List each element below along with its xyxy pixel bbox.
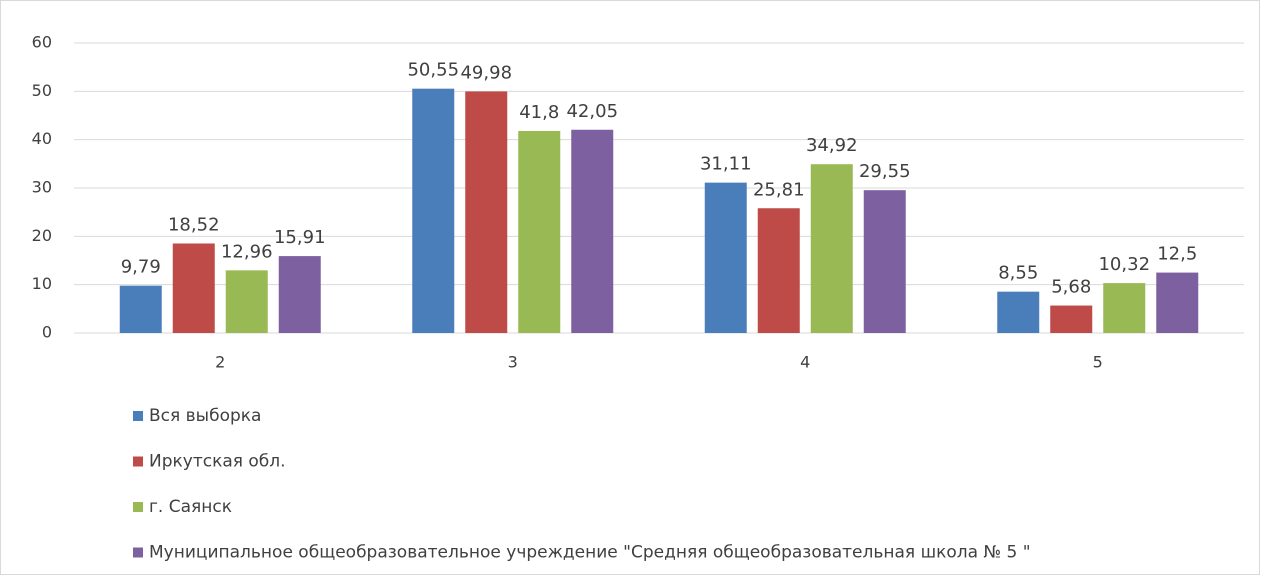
bar — [1103, 283, 1146, 333]
y-tick-label: 60 — [32, 33, 52, 52]
data-label: 41,8 — [519, 102, 559, 123]
x-tick-label: 5 — [1093, 353, 1103, 372]
data-label: 8,55 — [998, 263, 1038, 284]
bar — [704, 182, 747, 333]
x-tick-label: 4 — [800, 353, 810, 372]
legend-label: Иркутская обл. — [149, 452, 286, 472]
x-tick-label: 2 — [215, 353, 225, 372]
legend-label: Муниципальное общеобразовательное учрежд… — [149, 543, 1031, 563]
legend-swatch — [133, 547, 143, 558]
data-label: 25,81 — [753, 179, 805, 200]
legend-label: г. Саянск — [149, 497, 232, 517]
data-label: 50,55 — [407, 60, 459, 81]
bar — [278, 256, 321, 333]
legend-label: Вся выборка — [149, 406, 261, 426]
legend-swatch — [133, 411, 143, 421]
data-label: 12,5 — [1157, 244, 1197, 265]
bar — [518, 130, 561, 333]
data-label: 18,52 — [168, 214, 220, 235]
data-label: 31,11 — [700, 154, 752, 175]
legend-swatch — [133, 456, 143, 467]
data-label: 34,92 — [806, 135, 858, 156]
bar — [172, 243, 215, 333]
data-label: 9,79 — [121, 257, 161, 278]
legend-swatch — [133, 502, 143, 512]
y-tick-label: 40 — [32, 129, 52, 148]
y-tick-label: 20 — [32, 226, 52, 245]
data-label: 10,32 — [1098, 254, 1150, 275]
bar — [1156, 272, 1199, 333]
y-tick-label: 50 — [32, 81, 52, 100]
bar — [119, 285, 162, 333]
y-tick-label: 10 — [32, 274, 52, 293]
bar — [225, 270, 268, 333]
y-tick-label: 30 — [32, 178, 52, 197]
x-tick-label: 3 — [508, 353, 518, 372]
data-label: 42,05 — [566, 101, 618, 122]
data-label: 49,98 — [460, 62, 512, 83]
bar — [757, 208, 800, 333]
bar — [465, 91, 508, 334]
bar — [810, 164, 853, 333]
data-label: 15,91 — [274, 227, 326, 248]
data-label: 29,55 — [859, 161, 911, 182]
y-tick-label: 0 — [42, 323, 52, 342]
bar — [412, 88, 455, 333]
data-label: 5,68 — [1051, 277, 1091, 298]
bar — [1050, 305, 1093, 333]
bar — [997, 291, 1040, 333]
bar — [863, 190, 906, 333]
data-label: 12,96 — [221, 241, 273, 262]
bar — [571, 129, 614, 333]
